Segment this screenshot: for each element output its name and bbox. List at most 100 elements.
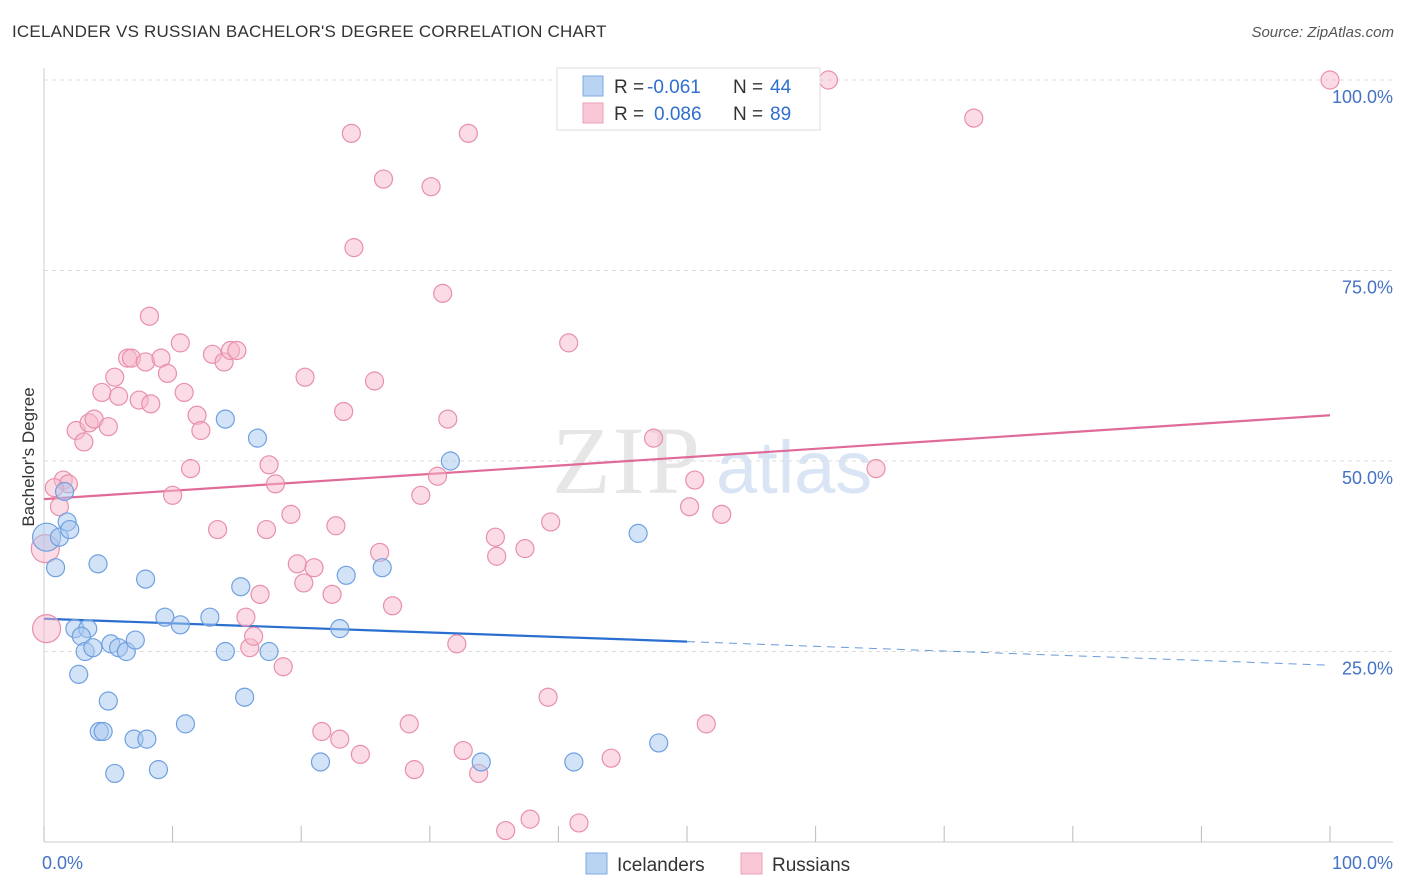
point-icelanders-20 [215,641,235,662]
axes [43,68,1393,843]
point-icelanders-11 [83,638,103,658]
point-icelanders-16 [135,569,156,589]
stats-r-value-icelanders: -0.061 [647,77,701,98]
stats-n-label-russians: N = [733,104,763,125]
point-russians-35 [250,584,270,604]
point-russians-62 [433,283,453,303]
stats-r-label-icelanders: R = [614,77,644,98]
point-icelanders-43 [137,729,157,749]
point-russians-21 [163,485,183,505]
y-tick-label-50: 50.0% [1342,468,1393,488]
point-icelanders-23 [247,428,268,448]
point-russians-73 [538,687,558,707]
point-icelanders-41 [628,523,648,543]
point-russians-68 [485,527,505,547]
point-russians-9 [92,382,112,403]
point-russians-87 [1320,70,1340,90]
point-icelanders-35 [330,619,350,639]
stats-r-value-russians: 0.086 [654,104,702,125]
stats-swatch-russians [582,102,604,124]
point-russians-22 [170,333,190,353]
point-russians-61 [427,466,448,486]
point-russians-31 [227,340,247,361]
chart-title: ICELANDER VS RUSSIAN BACHELOR'S DEGREE C… [12,22,607,41]
point-russians-47 [326,516,346,536]
point-russians-28 [208,519,228,540]
point-icelanders-2 [54,481,75,502]
point-russians-53 [364,371,385,391]
grid-lines [44,79,1393,652]
x-tick-label-max: 100.0% [1332,853,1393,873]
point-icelanders-34 [310,752,331,772]
y-tick-labels: 25.0% 50.0% 75.0% 100.0% [1332,87,1393,679]
point-russians-84 [818,70,839,90]
point-icelanders-17 [155,607,175,627]
watermark-atlas: atlas [716,426,872,509]
point-russians-78 [643,428,664,448]
point-russians-82 [712,504,732,524]
point-russians-1 [31,614,62,644]
point-russians-56 [382,596,403,616]
point-russians-24 [181,459,201,479]
point-icelanders-25 [69,664,89,684]
point-russians-34 [244,626,264,646]
point-icelanders-5 [45,558,66,578]
point-icelanders-4 [60,519,80,540]
point-icelanders-21 [215,409,235,429]
point-russians-26 [191,420,211,441]
point-russians-66 [458,123,478,143]
y-axis-title: Bachelor's Degree [19,387,38,526]
point-icelanders-15 [125,630,145,650]
legend-swatch-icelanders[interactable] [585,852,608,875]
point-russians-40 [281,504,301,524]
point-icelanders-6 [88,554,108,574]
point-russians-51 [344,238,364,258]
point-russians-55 [373,169,394,189]
stats-r-label-russians: R = [614,104,644,125]
point-icelanders-33 [235,687,255,707]
point-russians-59 [411,485,431,505]
point-russians-76 [569,813,589,833]
point-russians-10 [98,417,118,437]
x-tick-label-min: 0.0% [42,853,83,873]
point-russians-77 [601,748,621,768]
point-russians-63 [438,409,458,429]
point-russians-32 [236,607,256,627]
y-tick-label-25: 25.0% [1342,659,1393,679]
point-icelanders-31 [175,714,196,734]
point-russians-72 [520,809,540,829]
point-icelanders-38 [440,451,460,471]
point-russians-74 [541,512,561,532]
point-russians-36 [256,519,277,540]
point-russians-71 [515,539,535,559]
legend-label-icelanders[interactable]: Icelanders [617,855,705,876]
point-russians-80 [685,470,705,490]
point-russians-39 [273,657,293,677]
trend-line-icelanders-extension [686,641,1331,666]
point-russians-70 [496,820,516,841]
point-russians-44 [304,558,324,578]
point-russians-6 [74,432,94,452]
point-russians-23 [174,382,194,403]
stats-n-value-russians: 89 [770,104,791,125]
chart-source: Source: ZipAtlas.com [1251,24,1394,41]
point-russians-52 [350,744,370,764]
stats-legend: R = -0.061 N = 44 R = 0.086 N = 89 [556,67,821,131]
point-russians-17 [141,394,161,414]
point-icelanders-32 [105,763,125,784]
legend-label-russians[interactable]: Russians [772,855,850,876]
point-icelanders-37 [372,558,392,578]
legend-swatch-russians[interactable] [740,852,763,875]
point-icelanders-36 [336,565,356,585]
bottom-legend: Icelanders Russians [585,852,850,876]
stats-n-value-icelanders: 44 [770,77,792,98]
point-icelanders-39 [471,752,491,772]
point-icelanders-18 [170,615,190,635]
trend-line-icelanders [43,617,688,643]
point-icelanders-26 [98,691,118,711]
point-russians-45 [312,721,332,742]
point-russians-81 [696,714,716,734]
point-icelanders-40 [564,752,584,772]
point-russians-38 [265,474,286,494]
